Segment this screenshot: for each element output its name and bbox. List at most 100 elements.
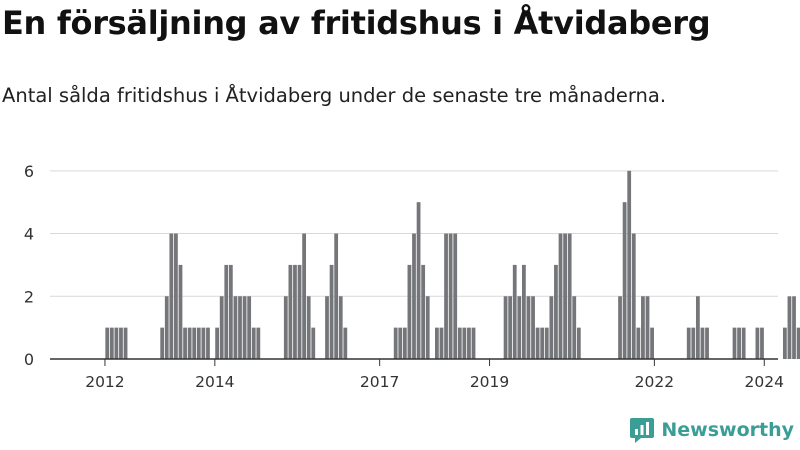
bar: [416, 202, 421, 359]
bar: [425, 296, 430, 359]
bar: [256, 327, 261, 359]
bar: [521, 264, 526, 359]
bar: [792, 296, 796, 359]
bar: [439, 327, 444, 359]
newsworthy-logo-icon: [630, 418, 655, 443]
bar: [228, 264, 233, 359]
page-title: En försäljning av fritidshus i Åtvidaber…: [2, 4, 711, 42]
bar: [691, 327, 696, 359]
bar: [544, 327, 549, 359]
bar: [242, 296, 247, 359]
bar: [398, 327, 403, 359]
bar: [467, 327, 471, 359]
bar: [393, 327, 398, 359]
bar: [700, 327, 705, 359]
bar: [215, 327, 220, 359]
bar: [421, 264, 426, 359]
bar: [517, 296, 522, 359]
bar: [206, 327, 210, 359]
bar: [412, 233, 416, 359]
bar: [503, 296, 508, 359]
bar: [636, 327, 641, 359]
y-tick-label: 4: [24, 225, 34, 244]
bar: [796, 327, 800, 359]
bar: [283, 296, 288, 359]
bar: [183, 327, 187, 359]
bar: [343, 327, 348, 359]
bar: [627, 170, 632, 359]
bar: [631, 233, 636, 359]
bar: [457, 327, 462, 359]
bar: [471, 327, 476, 359]
bar: [567, 233, 572, 359]
bar: [174, 233, 178, 359]
bar: [512, 264, 517, 359]
bar: [288, 264, 293, 359]
bar: [293, 264, 297, 359]
bar: [618, 296, 622, 359]
axes: [50, 358, 778, 366]
y-tick-label: 0: [24, 350, 34, 369]
bar: [563, 233, 567, 359]
bar: [311, 327, 316, 359]
bar: [508, 296, 513, 359]
bar: [650, 327, 654, 359]
bar: [302, 233, 307, 359]
brand-name: Newsworthy: [661, 419, 794, 441]
brand-logo: Newsworthy: [629, 416, 794, 444]
bar: [755, 327, 760, 359]
bar: [462, 327, 467, 359]
bar: [192, 327, 197, 359]
bar: [224, 264, 229, 359]
bar: [219, 296, 224, 359]
bar: [554, 264, 558, 359]
bar: [164, 296, 169, 359]
x-tick-label: 2017: [360, 373, 399, 391]
bar: [737, 327, 741, 359]
y-tick-label: 2: [24, 287, 34, 306]
bar: [407, 264, 412, 359]
bar: [338, 296, 343, 359]
bar: [201, 327, 206, 359]
page-subtitle: Antal sålda fritidshus i Åtvidaberg unde…: [2, 84, 667, 107]
bar: [105, 327, 110, 359]
bar: [123, 327, 128, 359]
x-tick-label: 2024: [745, 373, 784, 391]
bar: [453, 233, 458, 359]
x-tick-label: 2022: [635, 373, 674, 391]
bar: [187, 327, 192, 359]
bar: [334, 233, 339, 359]
bar: [782, 327, 787, 359]
bars: [105, 170, 800, 359]
bar: [109, 327, 114, 359]
bar: [306, 296, 311, 359]
bar: [787, 296, 792, 359]
bar: [531, 296, 535, 359]
bar: [160, 327, 165, 359]
bar: [695, 296, 700, 359]
bar: [645, 296, 650, 359]
bar: [732, 327, 737, 359]
bar: [760, 327, 764, 359]
bar: [535, 327, 540, 359]
bar: [435, 327, 439, 359]
bar: [641, 296, 645, 359]
bar: [526, 296, 531, 359]
bar: [576, 327, 581, 359]
labels: 0 2 4 6 2012 2014 2017 2019 2022 2024: [24, 162, 784, 391]
bar: [196, 327, 201, 359]
bar: [329, 264, 334, 359]
bar: [178, 264, 183, 359]
bar: [402, 327, 407, 359]
bar: [325, 296, 329, 359]
bar: [549, 296, 554, 359]
bar: [114, 327, 119, 359]
x-tick-label: 2012: [85, 373, 124, 391]
bar: [558, 233, 563, 359]
bar: [741, 327, 746, 359]
bar: [444, 233, 448, 359]
bar: [233, 296, 238, 359]
bar: [448, 233, 453, 359]
y-tick-label: 6: [24, 162, 34, 181]
